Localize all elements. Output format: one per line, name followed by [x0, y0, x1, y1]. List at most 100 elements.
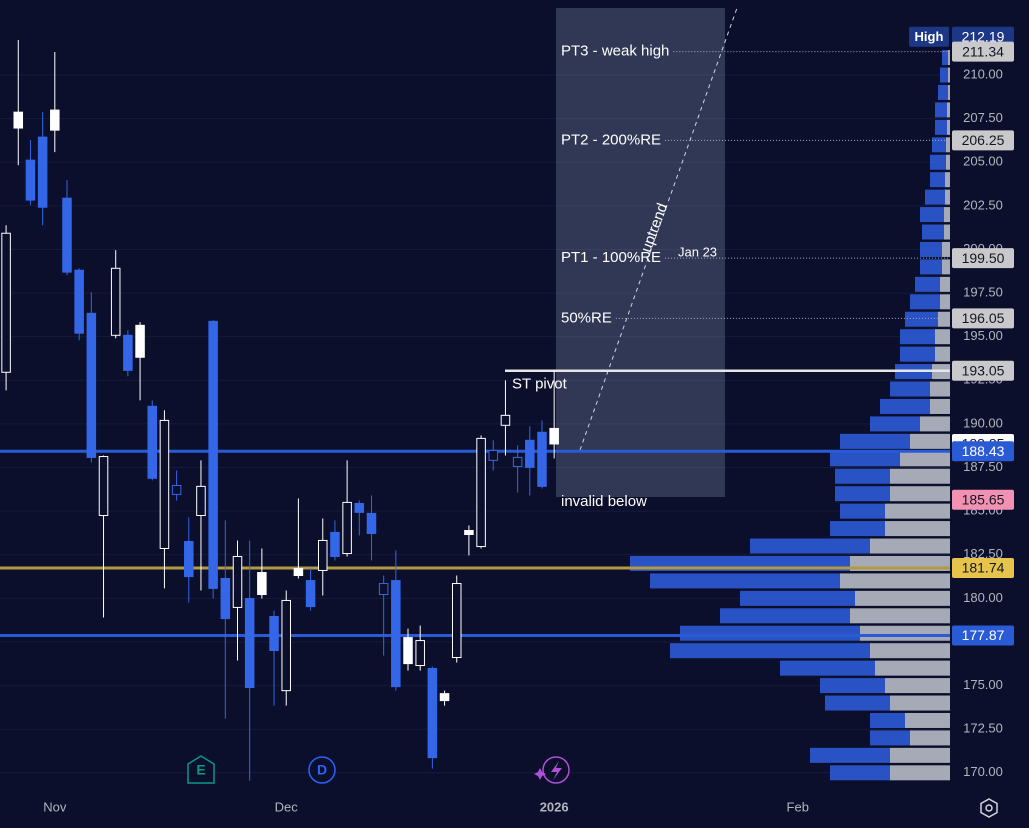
price-tag-label: 193.05: [962, 362, 1005, 378]
price-tag: [952, 248, 1014, 269]
volume-up: [910, 730, 950, 746]
volume-down: [922, 224, 944, 240]
candle-body: [439, 693, 450, 702]
y-tick-label: 210.00: [963, 66, 1003, 81]
level-note: PT1 - 100%RE: [561, 249, 661, 266]
y-tick-label: 195.00: [963, 328, 1003, 343]
volume-up: [870, 643, 950, 659]
volume-up: [920, 416, 950, 432]
volume-up: [935, 329, 950, 345]
x-tick-label: Dec: [275, 799, 299, 814]
volume-up: [890, 747, 950, 763]
volume-up: [900, 451, 950, 467]
candle-body: [500, 414, 511, 426]
tag-caption: High: [915, 29, 944, 44]
event-label: D: [317, 762, 327, 778]
volume-up: [948, 67, 950, 83]
y-tick-label: 182.50: [963, 546, 1003, 561]
volume-down: [920, 207, 944, 223]
volume-down: [720, 608, 850, 624]
volume-down: [925, 189, 945, 205]
settings-icon[interactable]: [980, 798, 998, 818]
candle-body: [50, 109, 60, 131]
candle-body: [512, 456, 523, 467]
volume-down: [750, 538, 870, 554]
volume-down: [840, 433, 910, 449]
volume-down: [830, 765, 890, 781]
trend-line: [579, 7, 738, 451]
event-e: E: [187, 755, 215, 784]
price-tag: [952, 41, 1014, 62]
volume-up: [948, 50, 950, 66]
price-tag-label: 211.34: [962, 43, 1004, 59]
volume-down: [870, 416, 920, 432]
volume-up: [938, 311, 950, 327]
candle-body: [488, 449, 499, 461]
x-tick-label: 2026: [540, 799, 569, 814]
settings-icon-center: [985, 804, 993, 812]
candle-body: [1, 232, 11, 373]
volume-up: [940, 276, 950, 292]
candle-body: [147, 405, 158, 479]
volume-up: [940, 294, 950, 310]
volume-down: [940, 67, 948, 83]
volume-up: [945, 189, 950, 205]
candle-body: [184, 540, 194, 578]
price-tag: [952, 308, 1014, 329]
volume-down: [880, 398, 930, 414]
y-tick-label: 175.00: [963, 677, 1003, 692]
candle-body: [464, 530, 474, 536]
candle-body: [37, 136, 48, 208]
candle-body: [25, 159, 36, 201]
lightning: [551, 761, 562, 780]
volume-up: [944, 207, 950, 223]
y-tick-label: 197.50: [963, 285, 1003, 300]
volume-down: [830, 451, 900, 467]
y-tick-label: 205.00: [963, 154, 1003, 169]
candle-body: [525, 439, 535, 468]
volume-down: [835, 468, 890, 484]
volume-down: [820, 678, 885, 694]
y-tick-label: 207.50: [963, 110, 1003, 125]
level-note: PT3 - weak high: [561, 43, 669, 60]
volume-down: [920, 259, 942, 275]
volume-down: [840, 503, 885, 519]
candle-body: [220, 577, 231, 620]
volume-down: [942, 50, 948, 66]
volume-up: [948, 84, 950, 100]
candle-body: [232, 555, 243, 608]
volume-up: [885, 503, 950, 519]
volume-down: [930, 154, 946, 170]
sparkle: [534, 768, 546, 780]
level-note: 50%RE: [561, 309, 612, 326]
volume-up: [942, 259, 950, 275]
price-tag: [952, 130, 1014, 151]
volume-up: [946, 154, 950, 170]
candle-body: [269, 616, 279, 652]
volume-up: [855, 590, 950, 606]
level-lines: PT3 - weak high PT2 - 200%RE PT1 - 100%RE 5…: [0, 43, 950, 638]
candle-body: [13, 111, 24, 129]
candle-body: [135, 324, 145, 358]
price-tag-label: 181.74: [962, 560, 1005, 576]
candle-body: [62, 197, 72, 273]
volume-down: [930, 172, 945, 188]
volume-down: [650, 573, 840, 589]
price-tags: 212.19 High 211.34 206.25 199.50 196.05 193.05…: [909, 26, 1014, 646]
candle-body: [427, 667, 438, 759]
volume-up: [850, 608, 950, 624]
event-d: D: [308, 756, 336, 784]
candle-body: [281, 599, 291, 692]
volume-down: [835, 486, 890, 502]
level-note: PT2 - 200%RE: [561, 131, 661, 148]
volume-down: [938, 84, 948, 100]
volume-down: [890, 381, 930, 397]
volume-down: [870, 730, 910, 746]
candle-body: [171, 484, 182, 495]
candle-body: [86, 312, 97, 458]
volume-up: [947, 119, 950, 135]
price-tag: [952, 441, 1014, 462]
target-zone: [556, 8, 725, 497]
